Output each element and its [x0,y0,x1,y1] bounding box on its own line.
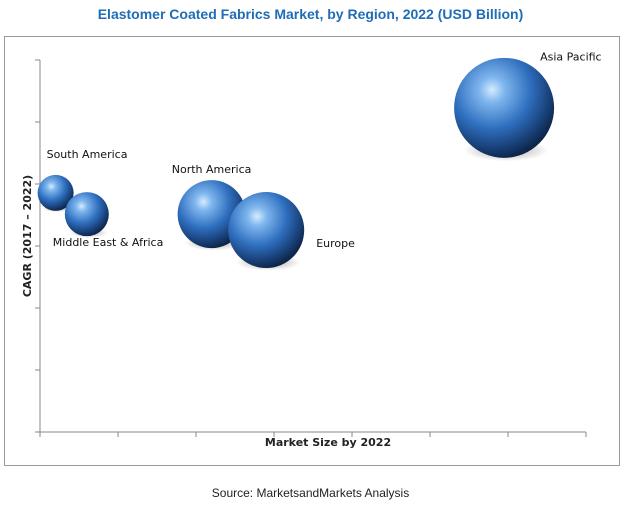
bubble-labels: South America Middle East & Africa North A… [47,50,602,250]
source-note: Source: MarketsandMarkets Analysis [211,486,410,500]
bubble-europe [228,192,305,269]
bubble-middle-east-africa [64,192,109,237]
bubble-south-america [37,174,74,211]
y-axis-label: CAGR (2017 – 2022) [21,175,34,297]
bubble-label-asia-pacific: Asia Pacific [540,50,602,63]
bubble-label-middle-east-africa: Middle East & Africa [53,236,164,249]
x-axis-label: Market Size by 2022 [265,436,391,449]
chart-title: Elastomer Coated Fabrics Market, by Regi… [97,6,524,22]
axes [35,59,587,437]
bubble-label-north-america: North America [172,163,252,176]
bubble-asia-pacific [454,57,555,158]
bubble-label-south-america: South America [47,148,128,161]
bubble-label-europe: Europe [316,237,355,250]
bubbles [37,57,555,271]
